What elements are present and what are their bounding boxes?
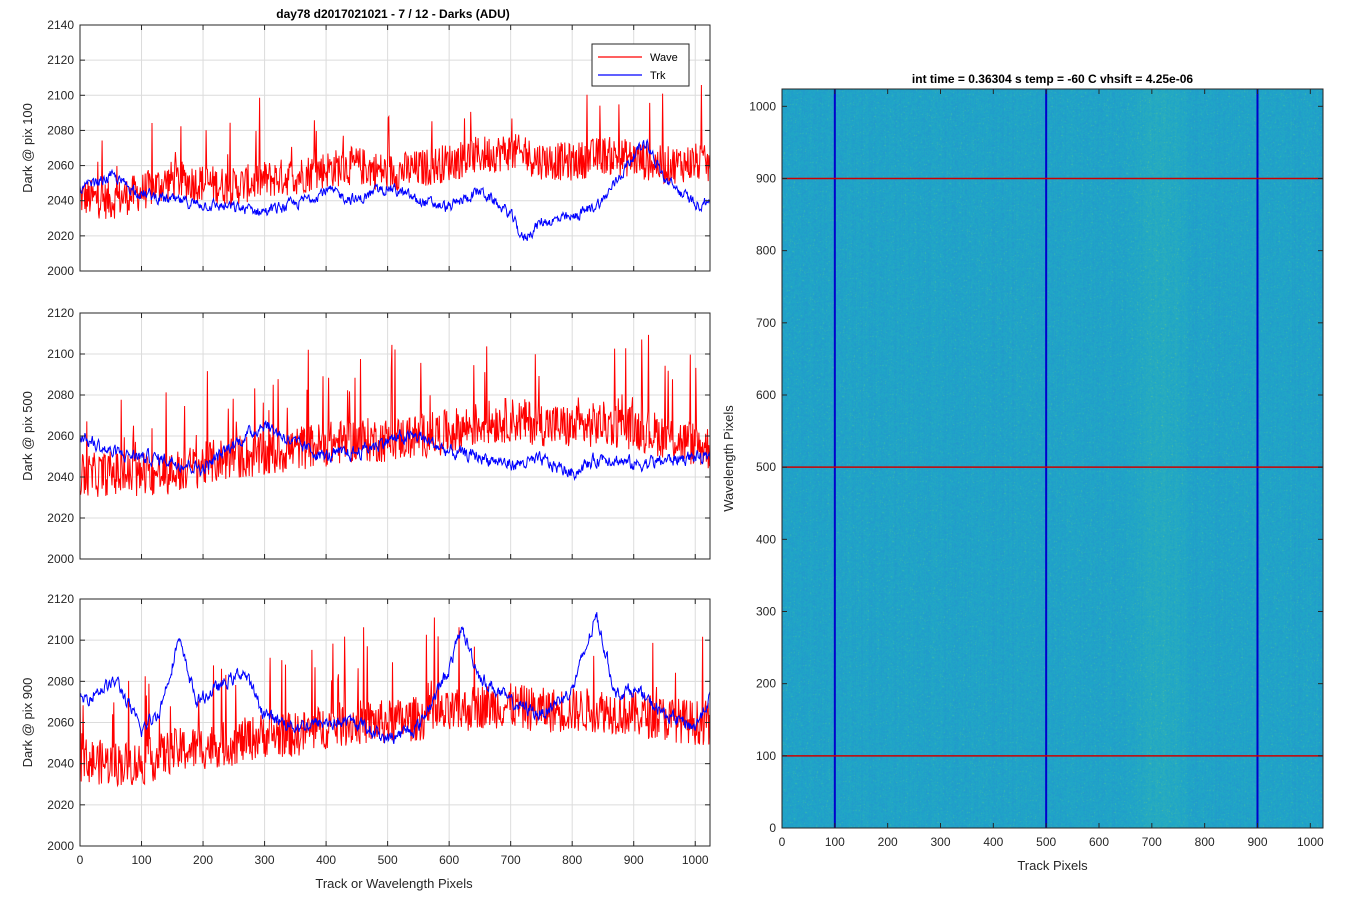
figure-suptitle: day78 d2017021021 - 7 / 12 - Darks (ADU) [276,7,509,21]
heatmap-x-tick-label: 700 [1142,835,1162,849]
plot1-y-tick-label: 2020 [47,229,74,243]
plot2-y-tick-label: 2020 [47,511,74,525]
plot3-x-tick-label: 0 [77,853,84,867]
plot3-x-tick-label: 300 [255,853,275,867]
plot1-y-tick-label: 2000 [47,264,74,278]
legend-box [591,43,690,87]
heatmap-y-axis-label: Wavelength Pixels [721,405,736,512]
heatmap-y-tick-label: 400 [756,532,776,546]
plot3-y-axis-label: Dark @ pix 900 [20,678,35,768]
plot1-y-tick-label: 2060 [47,159,74,173]
plot1-y-tick-label: 2080 [47,123,74,137]
plot2-y-tick-label: 2120 [47,306,74,320]
plot3-x-tick-label: 100 [132,853,152,867]
legend-label-wave: Wave [650,52,678,64]
heatmap-y-tick-label: 300 [756,604,776,618]
plot3-x-tick-label: 600 [439,853,459,867]
heatmap-x-axis-label: Track Pixels [1017,858,1088,873]
plot2-y-tick-label: 2060 [47,429,74,443]
plot3-y-tick-label: 2120 [47,592,74,606]
heatmap-x-tick-label: 600 [1089,835,1109,849]
plot1-legend: Wave Trk [591,43,690,87]
heatmap-axes-box [781,88,1324,829]
legend-label-trk: Trk [650,70,666,82]
plot1-y-tick-label: 2040 [47,194,74,208]
heatmap-x-tick-label: 100 [825,835,845,849]
plot3-x-tick-label: 1000 [682,853,709,867]
plot1-y-tick-label: 2140 [47,18,74,32]
heatmap-y-tick-label: 500 [756,460,776,474]
heatmap-y-tick-label: 800 [756,244,776,258]
heatmap-y-tick-label: 700 [756,316,776,330]
heatmap-y-tick-label: 600 [756,388,776,402]
plot3-series-wave-line [80,617,710,788]
heatmap-x-tick-label: 0 [779,835,786,849]
shared-x-axis-label: Track or Wavelength Pixels [315,876,473,891]
plot3-y-tick-label: 2020 [47,798,74,812]
heatmap-plot: int time = 0.36304 s temp = -60 C vhsift… [721,72,1324,873]
plot1-y-tick-label: 2100 [47,88,74,102]
heatmap-x-tick-label: 300 [930,835,950,849]
heatmap-y-tick-label: 0 [769,821,776,835]
plot3-x-tick-label: 400 [316,853,336,867]
plot3-y-tick-label: 2000 [47,839,74,853]
line-plot-pix-900: 0 100 200 300 400 500 600 700 800 900 1000 2000 2020… [20,592,711,867]
heatmap-y-tick-label: 900 [756,171,776,185]
plot2-series-wave-line [80,334,710,497]
plot1-axes-box [79,24,711,272]
heatmap-x-tick-label: 1000 [1297,835,1324,849]
plot3-y-tick-label: 2100 [47,633,74,647]
line-plot-pix-500: 2000 2020 2040 2060 2080 2100 2120 Dark @ pix 5… [20,306,711,566]
plot2-y-tick-label: 2080 [47,388,74,402]
plot2-series-trk-line [80,420,710,482]
heatmap-y-tick-label: 1000 [749,99,776,113]
heatmap-x-tick-label: 500 [1036,835,1056,849]
heatmap-x-tick-label: 200 [878,835,898,849]
line-plot-pix-100: 2000 2020 2040 2060 2080 2100 2120 2140 Dark @ p… [20,18,711,278]
plot3-x-tick-label: 700 [501,853,521,867]
plot3-y-tick-label: 2040 [47,757,74,771]
plot2-y-tick-label: 2000 [47,552,74,566]
heatmap-image [782,89,1323,828]
plot3-y-tick-label: 2080 [47,674,74,688]
plot3-x-tick-label: 500 [378,853,398,867]
heatmap-y-tick-label: 100 [756,749,776,763]
plot3-x-tick-label: 800 [562,853,582,867]
plot3-x-tick-label: 900 [624,853,644,867]
plot2-y-tick-label: 2100 [47,347,74,361]
heatmap-x-tick-label: 800 [1195,835,1215,849]
plot2-y-axis-label: Dark @ pix 500 [20,391,35,481]
plot3-series-trk-line [80,612,710,745]
plot3-y-tick-label: 2060 [47,716,74,730]
heatmap-title: int time = 0.36304 s temp = -60 C vhsift… [912,72,1193,86]
plot2-y-tick-label: 2040 [47,470,74,484]
heatmap-x-tick-label: 400 [983,835,1003,849]
plot1-series-wave-line [80,84,710,219]
heatmap-y-tick-label: 200 [756,677,776,691]
plot3-x-tick-label: 200 [193,853,213,867]
plot1-y-tick-label: 2120 [47,53,74,67]
plot1-y-axis-label: Dark @ pix 100 [20,103,35,193]
plot1-series-trk-line [80,138,710,241]
heatmap-x-tick-label: 900 [1247,835,1267,849]
